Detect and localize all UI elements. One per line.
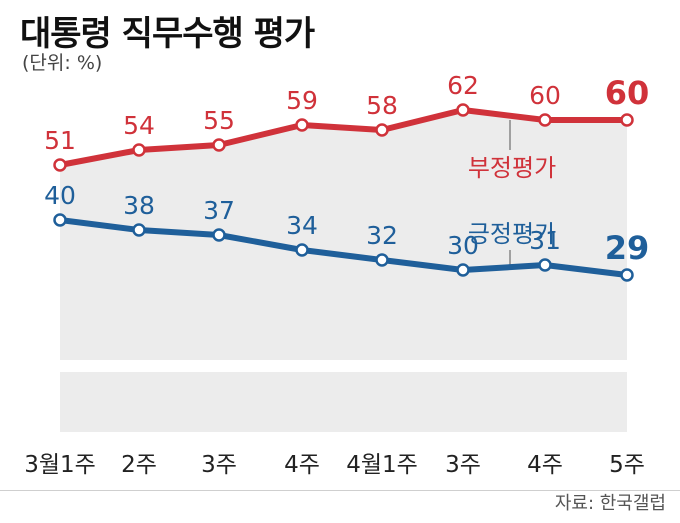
negative-data-label: 60	[529, 81, 561, 110]
positive-data-label: 34	[286, 211, 318, 240]
negative-data-label: 55	[203, 106, 235, 135]
positive-point	[456, 263, 470, 277]
positive-data-label: 37	[203, 196, 235, 225]
negative-data-label: 54	[123, 111, 155, 140]
negative-series-line	[57, 107, 630, 168]
positive-data-label: 30	[447, 231, 479, 260]
negative-point	[456, 103, 470, 117]
negative-data-label: 58	[366, 91, 398, 120]
chart-title: 대통령 직무수행 평가	[20, 14, 315, 54]
positive-point	[212, 228, 226, 242]
negative-data-label: 62	[447, 71, 479, 100]
negative-point	[132, 143, 146, 157]
x-tick-label: 5주	[609, 452, 645, 478]
unit-label: (단위: %)	[22, 52, 103, 74]
positive-point	[53, 213, 67, 227]
negative-point	[295, 118, 309, 132]
negative-data-label: 59	[286, 86, 318, 115]
x-tick-label: 4주	[284, 452, 320, 478]
positive-data-label: 29	[605, 229, 650, 267]
footer-divider	[0, 490, 680, 491]
positive-series-name: 긍정평가	[468, 220, 556, 248]
positive-point	[375, 253, 389, 267]
negative-point	[375, 123, 389, 137]
x-tick-label: 3주	[445, 452, 481, 478]
negative-data-label: 60	[605, 74, 650, 112]
positive-data-label: 38	[123, 191, 155, 220]
plot-band-lower	[60, 372, 627, 432]
negative-data-label: 51	[44, 126, 76, 155]
x-tick-label: 3월1주	[24, 452, 96, 478]
negative-series-name: 부정평가	[468, 154, 556, 182]
positive-data-label: 40	[44, 181, 76, 210]
x-tick-label: 4주	[527, 452, 563, 478]
negative-point	[53, 158, 67, 172]
plot-band-upper	[60, 110, 627, 360]
positive-data-label: 31	[529, 226, 561, 255]
positive-series-line	[57, 217, 630, 278]
positive-point	[538, 258, 552, 272]
positive-point	[620, 268, 634, 282]
positive-point	[295, 243, 309, 257]
source-note: 자료: 한국갤럽	[554, 493, 666, 514]
negative-point	[212, 138, 226, 152]
negative-point	[538, 113, 552, 127]
x-tick-label: 3주	[201, 452, 237, 478]
x-tick-label: 4월1주	[346, 452, 418, 478]
positive-point	[132, 223, 146, 237]
x-tick-label: 2주	[121, 452, 157, 478]
positive-data-label: 32	[366, 221, 398, 250]
negative-point	[620, 113, 634, 127]
